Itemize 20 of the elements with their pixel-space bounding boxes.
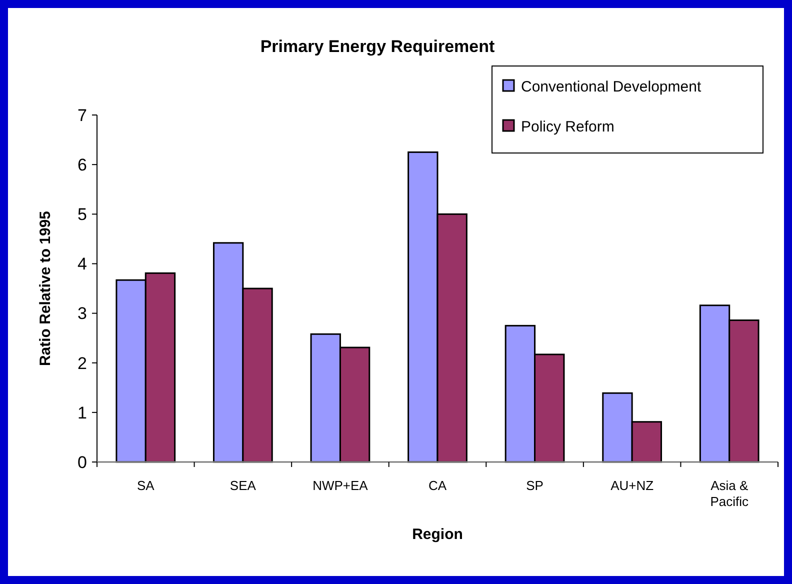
chart-title: Primary Energy Requirement	[260, 37, 495, 56]
legend-label: Conventional Development	[521, 78, 702, 96]
x-tick-label: NWP+EA	[312, 478, 368, 493]
legend-label: Policy Reform	[521, 118, 614, 136]
x-tick-label: SEA	[230, 478, 256, 493]
y-tick-label: 7	[78, 106, 87, 125]
x-tick-label: SA	[136, 478, 155, 493]
y-tick-label: 6	[78, 156, 87, 175]
x-tick-label: SP	[526, 478, 544, 493]
x-tick-label: Asia & Pacific	[710, 478, 749, 509]
y-tick-label: 0	[78, 452, 87, 472]
x-axis-title: Region	[412, 526, 463, 543]
y-tick-label: 5	[78, 205, 87, 224]
y-axis-title: Ratio Relative to 1995	[37, 210, 54, 366]
y-tick-label: 4	[78, 254, 87, 274]
y-tick-label: 3	[78, 304, 87, 324]
y-tick-label: 1	[78, 403, 87, 422]
x-tick-label: AU+NZ	[610, 478, 654, 493]
y-tick-label: 2	[78, 354, 87, 373]
x-tick-label: CA	[428, 478, 447, 493]
